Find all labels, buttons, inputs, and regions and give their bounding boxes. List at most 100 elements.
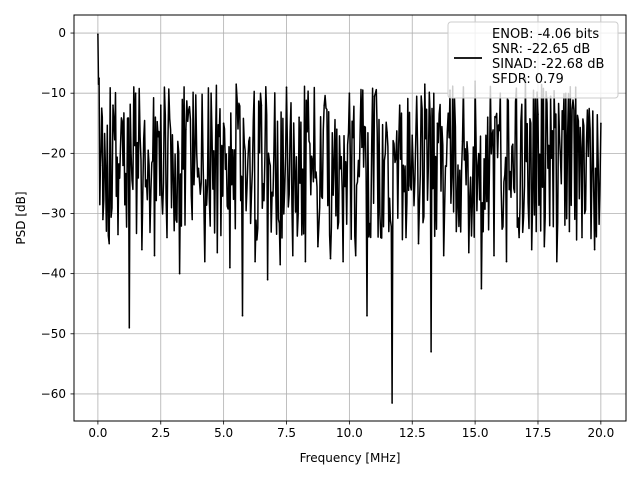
data-point xyxy=(134,92,137,94)
data-point xyxy=(241,314,244,317)
x-tick-label: 2.5 xyxy=(151,426,170,440)
data-point xyxy=(285,86,288,88)
data-point xyxy=(354,254,357,257)
data-point xyxy=(600,122,602,125)
data-point xyxy=(568,230,571,233)
data-point xyxy=(424,83,426,85)
data-point xyxy=(386,131,388,134)
data-point xyxy=(229,266,231,269)
data-point xyxy=(530,248,533,251)
data-point xyxy=(298,116,300,119)
data-point xyxy=(266,278,269,281)
data-point xyxy=(216,251,219,254)
data-point xyxy=(178,272,181,275)
data-point xyxy=(112,104,114,106)
data-point xyxy=(279,263,282,266)
x-tick-label: 17.5 xyxy=(525,426,552,440)
data-point xyxy=(366,314,368,317)
data-point xyxy=(197,167,200,170)
data-point xyxy=(480,287,483,290)
y-axis-label: PSD [dB] xyxy=(14,191,28,244)
data-point xyxy=(147,149,149,152)
x-tick-label: 15.0 xyxy=(462,426,489,440)
data-point xyxy=(405,236,407,239)
plot-frame xyxy=(73,14,627,422)
y-tick-label: 0 xyxy=(58,26,66,40)
data-point xyxy=(117,233,119,236)
legend: ENOB: -4.06 bits SNR: -22.65 dB SINAD: -22… xyxy=(447,21,619,99)
data-point xyxy=(98,77,100,79)
data-point xyxy=(537,113,539,115)
y-tick-label: −40 xyxy=(41,267,66,281)
data-point xyxy=(505,260,508,263)
x-tick-label: 10.0 xyxy=(336,426,363,440)
data-point xyxy=(361,146,363,149)
data-point xyxy=(436,122,439,125)
data-point xyxy=(153,254,156,257)
data-point xyxy=(304,260,307,263)
data-point xyxy=(391,402,393,404)
data-point xyxy=(417,242,420,245)
data-point xyxy=(512,143,514,146)
data-point xyxy=(128,327,131,329)
data-point xyxy=(493,254,495,257)
data-point xyxy=(342,260,344,263)
data-point xyxy=(204,260,206,263)
data-point xyxy=(292,254,294,257)
x-tick-label: 20.0 xyxy=(587,426,614,440)
data-point xyxy=(141,248,143,251)
data-point xyxy=(329,257,332,260)
x-axis: 0.0 2.5 5.0 7.5 10.0 12.5 15.0 17.5 20.0 xyxy=(88,421,614,440)
legend-label-line: SINAD: -22.68 dB xyxy=(492,57,604,72)
x-tick-label: 12.5 xyxy=(399,426,426,440)
data-point xyxy=(122,164,124,167)
data-point xyxy=(593,248,596,251)
data-point xyxy=(104,164,107,167)
data-point xyxy=(235,83,237,85)
data-point xyxy=(486,116,489,119)
data-point xyxy=(99,164,102,167)
data-point xyxy=(323,104,326,106)
data-point xyxy=(380,236,382,239)
data-point xyxy=(442,254,445,257)
data-point xyxy=(185,128,187,131)
x-tick-label: 5.0 xyxy=(214,426,233,440)
x-tick-label: 0.0 xyxy=(88,426,107,440)
data-point xyxy=(172,176,175,179)
data-point xyxy=(260,104,263,106)
data-point xyxy=(430,351,432,353)
data-point xyxy=(543,245,546,248)
x-tick-label: 7.5 xyxy=(277,426,296,440)
data-point xyxy=(97,33,99,35)
y-tick-label: −20 xyxy=(41,146,66,160)
data-point xyxy=(562,128,564,131)
data-point xyxy=(310,155,313,158)
y-tick-label: −30 xyxy=(41,206,66,220)
y-tick-label: −50 xyxy=(41,327,66,341)
data-point xyxy=(100,107,103,109)
legend-box xyxy=(447,21,619,99)
data-point xyxy=(518,236,520,239)
data-point xyxy=(273,152,275,155)
data-point xyxy=(160,104,162,106)
data-point xyxy=(398,104,401,106)
data-point xyxy=(468,251,470,254)
data-point xyxy=(411,134,414,137)
data-point xyxy=(222,122,225,125)
series-line xyxy=(97,34,602,404)
series-layer xyxy=(97,33,602,404)
data-point xyxy=(317,245,319,248)
data-point xyxy=(108,242,110,245)
data-point xyxy=(581,236,583,239)
data-point xyxy=(556,260,558,263)
legend-label-line: SFDR: 0.79 xyxy=(492,72,564,87)
legend-label-line: ENOB: -4.06 bits xyxy=(492,27,599,42)
data-point xyxy=(455,230,458,233)
data-point xyxy=(248,140,250,143)
data-point xyxy=(587,155,590,158)
data-point xyxy=(166,236,168,239)
data-point xyxy=(373,95,376,97)
data-point xyxy=(254,260,256,263)
y-tick-label: −60 xyxy=(41,387,66,401)
